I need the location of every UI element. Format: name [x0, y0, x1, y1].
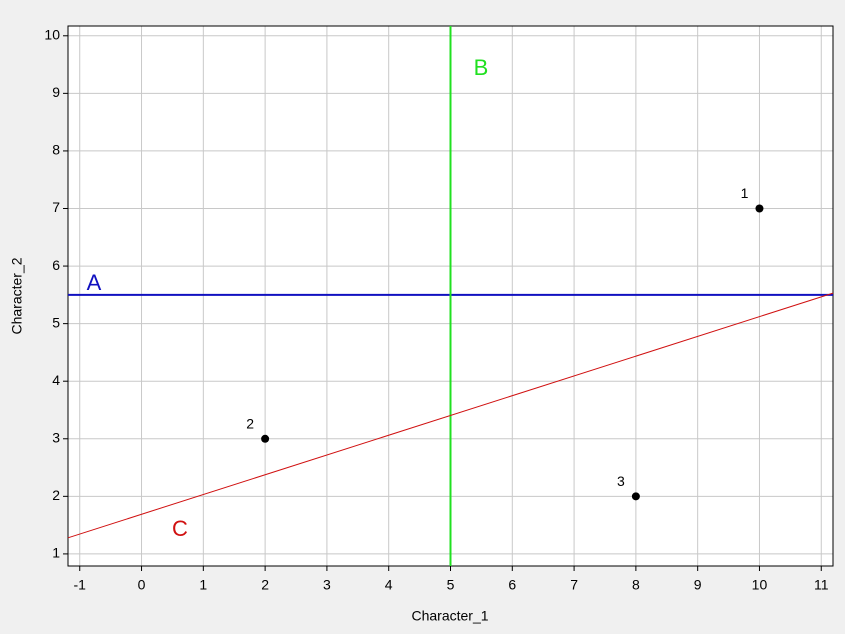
y-tick-label: 5 — [52, 314, 60, 330]
x-tick-label: 5 — [447, 577, 455, 593]
y-tick-label: 10 — [44, 26, 60, 42]
y-tick-label: 9 — [52, 84, 60, 100]
x-tick-label: 1 — [199, 577, 207, 593]
line-label: A — [87, 270, 102, 295]
point — [755, 204, 764, 213]
x-axis-label: Character_1 — [411, 608, 488, 624]
point — [631, 492, 640, 501]
point-label: 3 — [617, 473, 625, 489]
x-tick-label: 11 — [814, 577, 829, 593]
x-tick-label: 3 — [323, 577, 331, 593]
x-tick-label: 4 — [385, 577, 393, 593]
y-tick-label: 2 — [52, 487, 60, 503]
x-tick-label: 0 — [138, 577, 146, 593]
x-tick-label: -1 — [74, 577, 87, 593]
x-tick-label: 10 — [752, 577, 768, 593]
line-label: C — [172, 516, 188, 541]
x-tick-label: 9 — [694, 577, 702, 593]
y-tick-label: 6 — [52, 257, 60, 273]
y-tick-label: 7 — [52, 199, 60, 215]
reference-line — [67, 292, 834, 539]
y-tick-label: 8 — [52, 142, 60, 158]
x-tick-label: 7 — [570, 577, 578, 593]
x-tick-label: 8 — [632, 577, 640, 593]
point-label: 2 — [246, 415, 254, 431]
y-tick-label: 4 — [52, 372, 60, 388]
y-tick-label: 1 — [52, 545, 60, 561]
line-label: B — [474, 55, 489, 80]
x-tick-label: 2 — [261, 577, 269, 593]
y-tick-label: 3 — [52, 429, 60, 445]
y-axis-label: Character_2 — [9, 257, 25, 334]
point-label: 1 — [741, 185, 749, 201]
x-tick-label: 6 — [508, 577, 516, 593]
point — [261, 434, 270, 443]
